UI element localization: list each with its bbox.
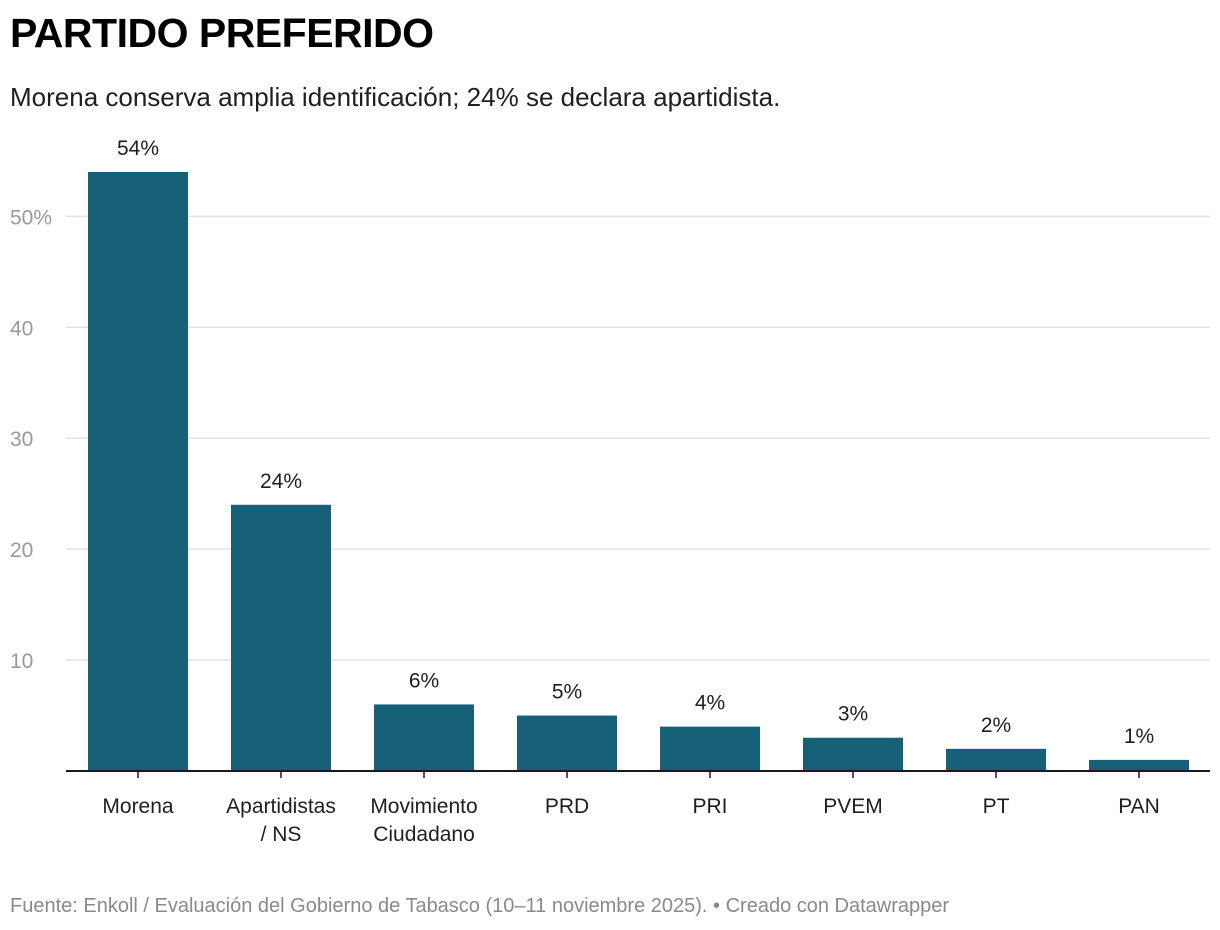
- value-label: 2%: [981, 714, 1011, 737]
- category-label: Movimiento Ciudadano: [370, 795, 477, 846]
- value-label: 3%: [838, 703, 868, 726]
- chart-title: PARTIDO PREFERIDO: [10, 10, 434, 56]
- category-label: Apartidistas / NS: [226, 795, 336, 846]
- source-footer: Fuente: Enkoll / Evaluación del Gobierno…: [10, 895, 950, 917]
- category-label: PT: [983, 795, 1010, 818]
- y-tick-label: 50%: [10, 206, 52, 229]
- bar: [1089, 759, 1189, 771]
- value-label: 4%: [695, 692, 725, 715]
- bar: [374, 704, 474, 771]
- value-label: 24%: [260, 470, 302, 493]
- y-tick-label: 40: [10, 317, 33, 340]
- value-labels: 54% 24% 6% 5% 4% 3% 2% 1%: [117, 137, 1154, 748]
- bar: [803, 737, 903, 771]
- y-tick-label: 10: [10, 650, 33, 673]
- bar: [88, 172, 188, 771]
- bars: [88, 172, 1189, 771]
- chart-subtitle: Morena conserva amplia identificación; 2…: [10, 82, 781, 112]
- value-label: 5%: [552, 681, 582, 704]
- x-axis: [66, 770, 1210, 778]
- bar: [231, 504, 331, 771]
- value-label: 6%: [409, 669, 439, 692]
- category-label: PAN: [1118, 795, 1160, 818]
- bar: [660, 726, 760, 771]
- category-label: Morena: [102, 795, 174, 818]
- category-label: PRI: [692, 795, 727, 818]
- y-tick-label: 20: [10, 539, 33, 562]
- bar: [517, 715, 617, 771]
- category-label: PVEM: [823, 795, 883, 818]
- value-label: 1%: [1124, 725, 1154, 748]
- category-label: PRD: [545, 795, 589, 818]
- x-axis-category-labels: Morena Apartidistas / NS Movimiento Ciudadan…: [102, 795, 1159, 846]
- value-label: 54%: [117, 137, 159, 160]
- bar: [946, 748, 1046, 771]
- y-tick-label: 30: [10, 428, 33, 451]
- y-axis-tick-labels: 10 20 30 40 50%: [10, 206, 52, 673]
- bar-chart: 10 20 30 40 50% 54% 24% 6% 5% 4% 3% 2% 1% Morena Apa…: [10, 137, 1210, 846]
